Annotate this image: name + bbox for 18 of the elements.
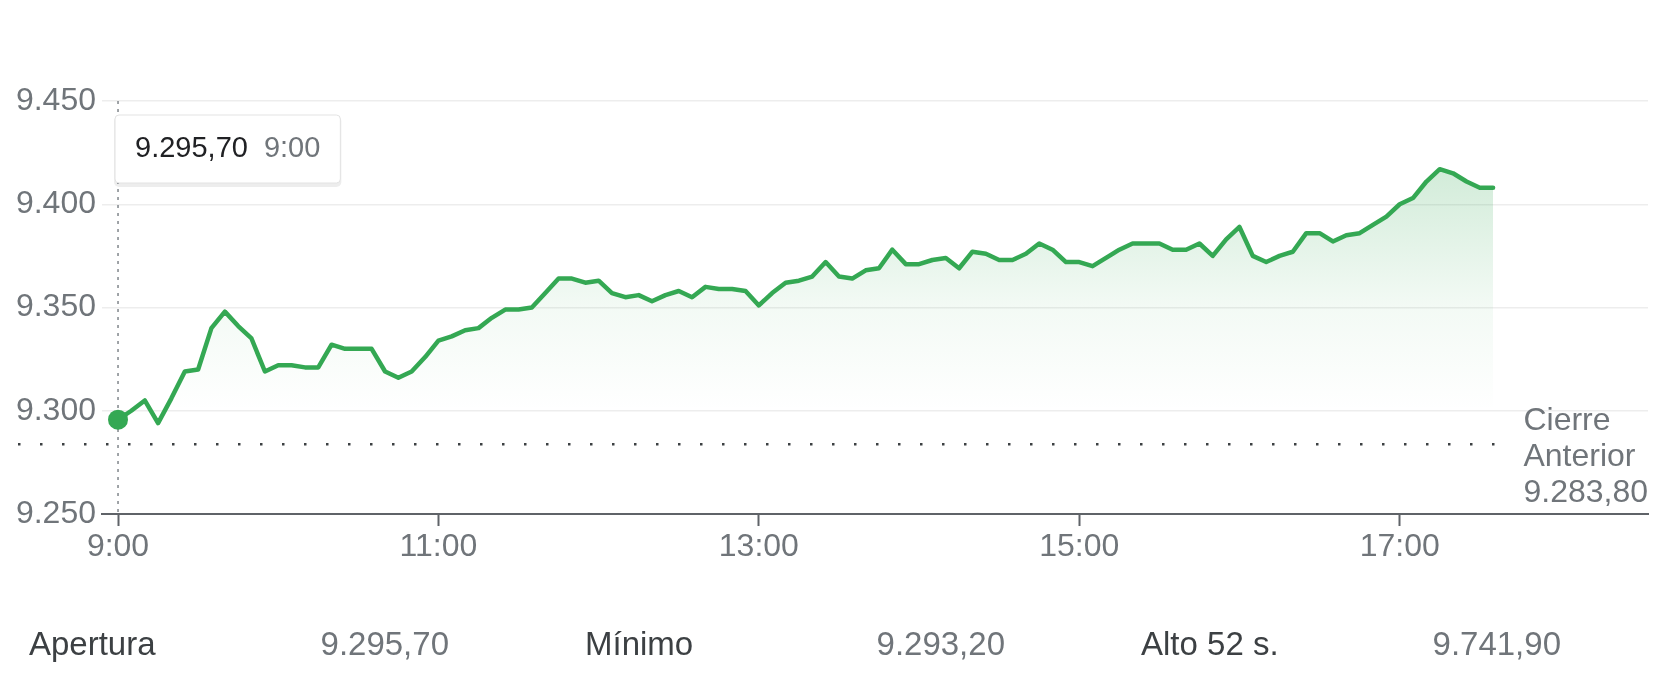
y-tick-label: 9.350 [15,287,96,324]
text: Alto 52 s. [1141,624,1280,664]
text: Mínimo [585,624,695,664]
ref-line-label: 9.295,70 9:00 [135,131,321,163]
y-tick-label: 9.450 [15,80,96,117]
text: 9.741,90 [1431,624,1561,664]
x-tick-label: 15:00 [1039,527,1120,564]
x-tick-label: 13:00 [718,527,799,564]
text: Apertura [29,624,157,664]
text: 9.295,70 [319,624,449,664]
y-tick-label: 9.300 [15,390,96,427]
y-tick-label: 9.400 [15,184,96,221]
x-tick-label: 9:00 [86,527,150,564]
x-tick-label: 17:00 [1359,527,1440,564]
y-tick-label: 9.250 [15,493,96,530]
x-tick-label: 11:00 [399,527,478,564]
ref-line-label: Cierre Anterior 9.283,80 [1523,401,1648,510]
text: 9.293,20 [875,624,1005,664]
